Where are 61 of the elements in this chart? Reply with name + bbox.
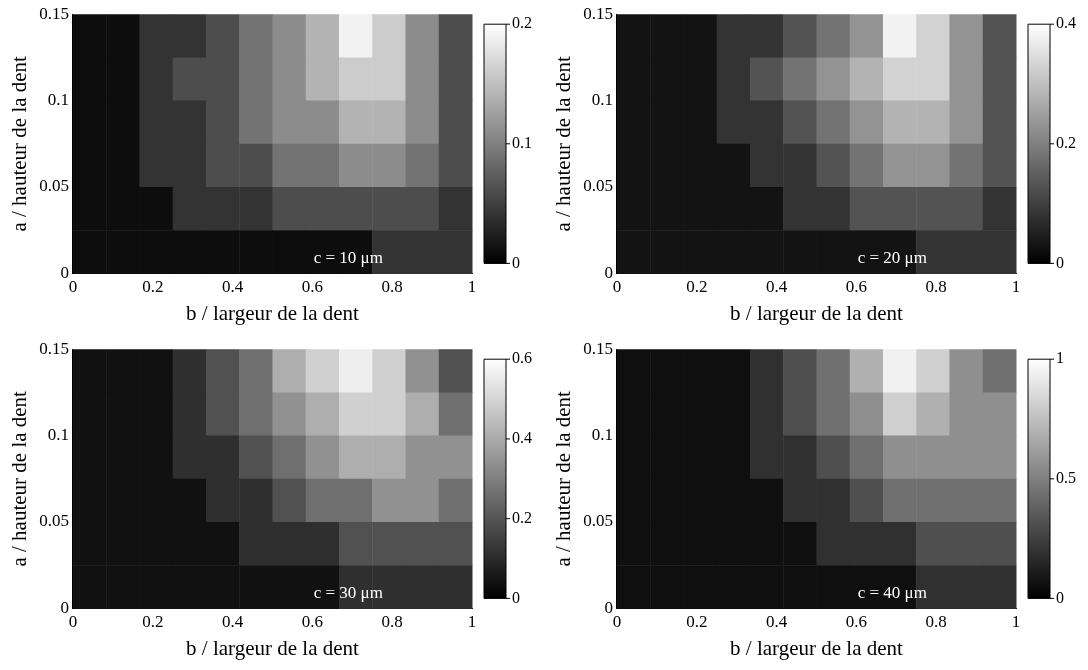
y-tick-label: 0.15 (39, 3, 69, 23)
annotation: c = 40 μm (857, 583, 927, 603)
y-tick-label: 0.1 (591, 425, 613, 445)
y-axis-title: a / hauteur de la dent (7, 390, 32, 567)
x-tick-label: 0.8 (925, 277, 947, 297)
x-tick-label: 0.4 (765, 277, 788, 297)
color-bar-label: 0 (512, 253, 520, 271)
y-tick-label: 0.05 (583, 511, 613, 531)
x-tick-label: 0.6 (301, 277, 324, 297)
x-tick-label: 1 (467, 612, 477, 632)
x-axis-title: b / largeur de la dent (186, 300, 360, 325)
x-tick-label: 0.8 (381, 612, 403, 632)
x-tick-label: 1 (1011, 277, 1021, 297)
color-bar-label: 0.6 (512, 349, 532, 367)
y-axis-title: a / hauteur de la dent (551, 390, 576, 567)
y-tick-label: 0 (60, 597, 69, 617)
y-tick-label: 0.15 (583, 338, 613, 358)
color-bar-label: 0.2 (1056, 134, 1076, 151)
x-axis-title: b / largeur de la dent (730, 635, 904, 660)
y-tick-label: 0.1 (591, 90, 613, 110)
y-tick-label: 0.05 (583, 176, 613, 196)
y-axis-title: a / hauteur de la dent (7, 55, 32, 232)
y-axis-title: a / hauteur de la dent (551, 55, 576, 232)
x-tick-label: 0.6 (845, 612, 868, 632)
x-tick-label: 1 (467, 277, 477, 297)
x-tick-label: 0.2 (686, 277, 708, 297)
x-tick-label: 1 (1011, 612, 1021, 632)
color-bar-label: 1 (1056, 349, 1064, 367)
color-bar-label: 0.2 (512, 14, 532, 32)
y-tick-label: 0 (604, 262, 613, 282)
color-bar-label: 0.4 (1056, 14, 1076, 32)
color-bar-label: 0.5 (1056, 469, 1076, 486)
y-tick-label: 0.1 (47, 90, 69, 110)
x-axis-title: b / largeur de la dent (730, 300, 904, 325)
x-tick-label: 0.4 (221, 612, 244, 632)
x-axis-title: b / largeur de la dent (186, 635, 360, 660)
x-tick-label: 0.2 (142, 612, 164, 632)
y-tick-label: 0 (604, 597, 613, 617)
annotation: c = 10 μm (313, 248, 383, 268)
x-tick-label: 0.4 (221, 277, 244, 297)
color-bar-label: 0 (512, 588, 520, 606)
y-tick-label: 0.05 (39, 511, 69, 531)
y-tick-label: 0.1 (47, 425, 69, 445)
y-tick-label: 0 (60, 262, 69, 282)
x-tick-label: 0.2 (142, 277, 164, 297)
color-bar-label: 0 (1056, 253, 1064, 271)
x-tick-label: 0.6 (301, 612, 324, 632)
y-tick-label: 0.15 (583, 3, 613, 23)
annotation: c = 20 μm (857, 248, 927, 268)
x-tick-label: 0.8 (925, 612, 947, 632)
x-tick-label: 0.6 (845, 277, 868, 297)
y-tick-label: 0.05 (39, 176, 69, 196)
y-tick-label: 0.15 (39, 338, 69, 358)
x-tick-label: 0.4 (765, 612, 788, 632)
annotation: c = 30 μm (313, 583, 383, 603)
color-bar-label: 0.4 (512, 429, 532, 447)
color-bar-label: 0 (1056, 588, 1064, 606)
color-bar-label: 0.2 (512, 508, 532, 526)
color-bar-label: 0.1 (512, 134, 532, 151)
x-tick-label: 0.8 (381, 277, 403, 297)
x-tick-label: 0.2 (686, 612, 708, 632)
